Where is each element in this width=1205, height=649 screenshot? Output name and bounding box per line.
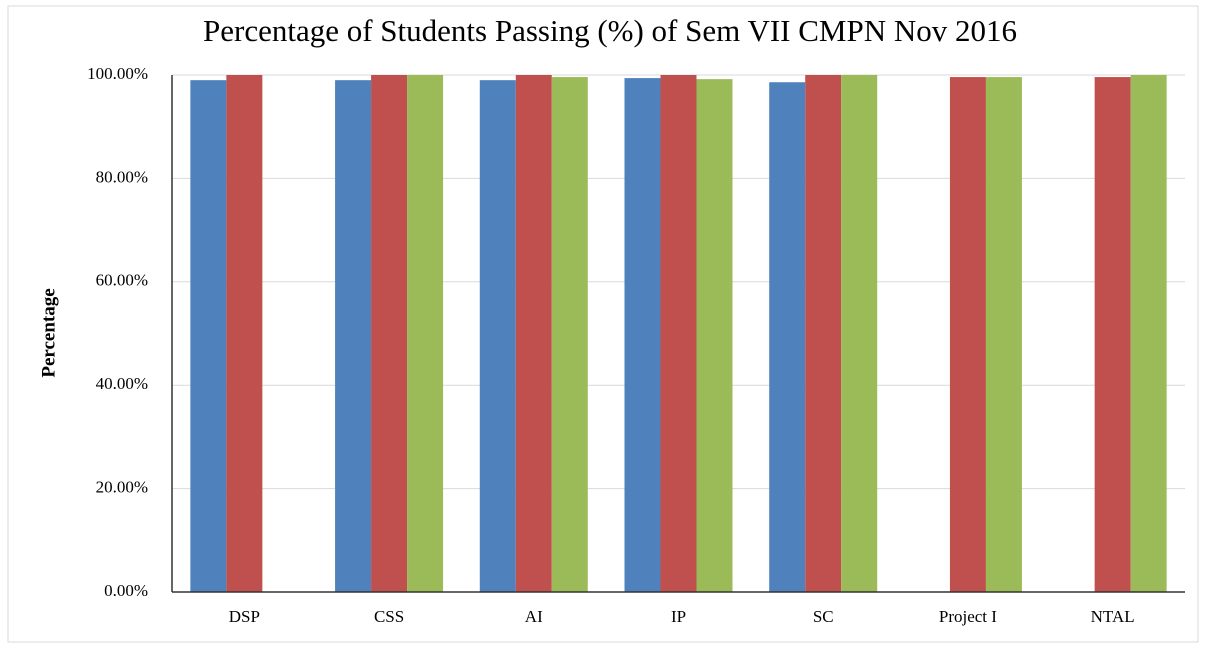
y-tick-label: 20.00% xyxy=(96,478,148,497)
bar xyxy=(1094,77,1131,593)
bar xyxy=(226,75,263,592)
bar xyxy=(624,78,661,593)
bar xyxy=(841,75,878,592)
chart-title: Percentage of Students Passing (%) of Se… xyxy=(203,13,1017,48)
bar xyxy=(479,80,516,593)
y-tick-label: 0.00% xyxy=(104,581,148,600)
bar xyxy=(335,80,372,593)
bar xyxy=(551,77,588,593)
bar xyxy=(371,75,408,592)
x-tick-label: SC xyxy=(813,607,834,626)
y-tick-label: 100.00% xyxy=(87,64,148,83)
y-tick-label: 80.00% xyxy=(96,167,148,186)
y-tick-label: 60.00% xyxy=(96,271,148,290)
bar xyxy=(769,82,806,592)
x-tick-label: CSS xyxy=(374,607,404,626)
x-tick-label: Project I xyxy=(939,607,997,626)
bar xyxy=(985,77,1022,593)
bar xyxy=(190,80,227,593)
y-tick-label: 40.00% xyxy=(96,374,148,393)
bar xyxy=(407,75,444,592)
x-tick-label: AI xyxy=(525,607,543,626)
bar xyxy=(805,75,842,592)
bar xyxy=(949,77,986,593)
bar xyxy=(1130,75,1167,592)
bar xyxy=(696,79,733,593)
bar xyxy=(515,75,552,592)
x-tick-label: IP xyxy=(671,607,686,626)
x-tick-label: NTAL xyxy=(1091,607,1135,626)
bar xyxy=(660,75,697,592)
x-tick-label: DSP xyxy=(229,607,260,626)
y-axis-label: Percentage xyxy=(38,288,59,377)
